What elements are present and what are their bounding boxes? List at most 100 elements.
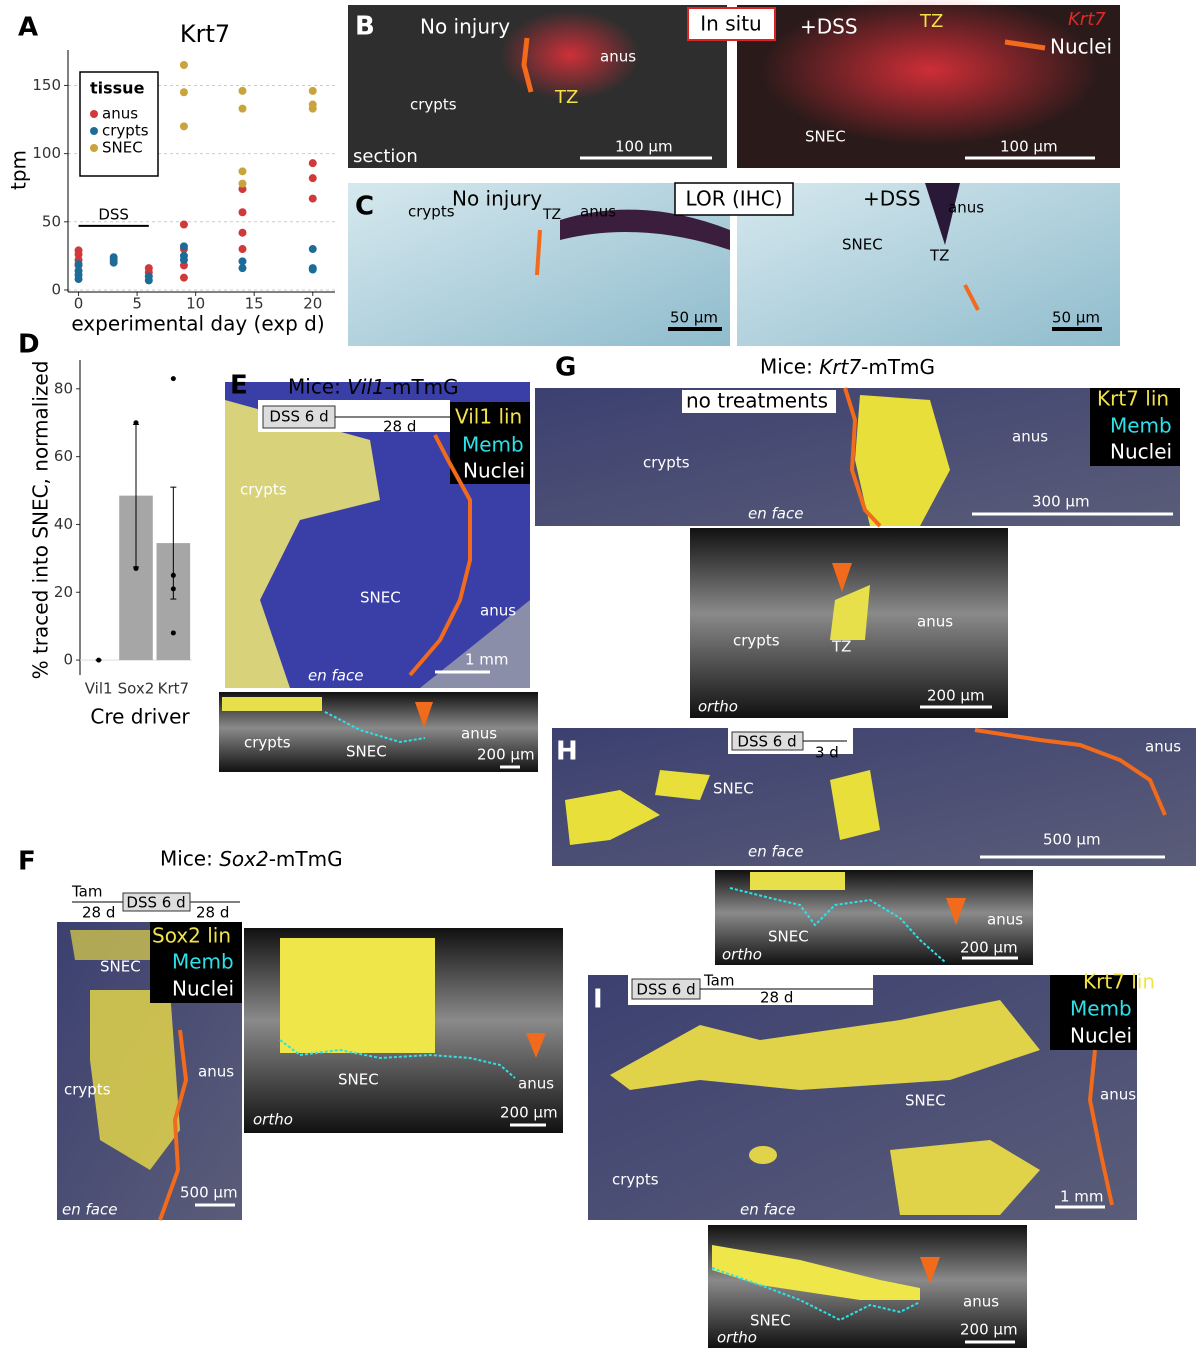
panel-text: anus [1012,428,1048,446]
x-tick-label: 20 [303,295,322,313]
chart-title: Krt7 [180,20,230,48]
point [171,573,176,578]
point [238,167,246,175]
panel-text: Memb [462,433,524,457]
panel-text: SNEC [842,236,883,254]
x-tick-label: 15 [245,295,264,313]
panel-text: E [230,371,248,401]
point [309,105,317,113]
x-tick-label: Krt7 [158,680,189,698]
panel-text: anus [917,613,953,631]
y-tick-label: 20 [54,583,73,601]
panel-text: anus [963,1293,999,1311]
panel-text: +DSS [863,187,921,211]
panel-text: Nuclei [1110,440,1172,464]
x-axis-label: Cre driver [90,705,190,729]
y-axis-label: % traced into SNEC, normalized [29,361,53,680]
x-tick-label: Sox2 [118,680,155,698]
panel-text: 50 µm [1052,309,1100,327]
panel-text: SNEC [338,1071,379,1089]
panel-text: DSS 6 d [737,733,796,751]
panel-text: SNEC [750,1312,791,1330]
panel-text: anus [461,725,497,743]
panel-text: crypts [733,632,780,650]
point [238,87,246,95]
panel-text: Memb [172,950,234,974]
text-part: Sox2 [219,847,269,871]
panel-text: anus [1100,1086,1136,1104]
panel-text: No injury [420,15,510,39]
panel-text: en face [740,1201,795,1219]
panel-text: Nuclei [463,459,525,483]
annotation: DSS [98,205,129,223]
panel-text: TZ [831,638,851,656]
legend-swatch [90,110,98,118]
panel-text: anus [948,199,984,217]
panel-text: DSS 6 d [636,981,695,999]
panel-text: SNEC [805,128,846,146]
panel-text: crypts [244,734,291,752]
point [171,586,176,591]
x-axis-label: experimental day (exp d) [71,312,324,336]
panel-text: anus [518,1075,554,1093]
text-part: Krt7 [819,355,861,379]
y-tick-label: 0 [63,651,73,669]
point [171,630,176,635]
panel-text: ortho [698,698,738,716]
panel-text: Krt7 lin [1097,387,1169,411]
panel-text: Nuclei [1070,1024,1132,1048]
panel-text: I [593,985,603,1015]
x-tick-label: 10 [186,295,205,313]
panel-text: 28 d [196,904,229,922]
point [180,242,188,250]
legend-swatch [90,127,98,135]
panel-text: SNEC [905,1092,946,1110]
point [238,257,246,265]
signal [749,1146,777,1164]
legend-label: crypts [102,122,149,140]
figure: ADBNo injuryanuscryptsTZsection100 µmIn … [0,0,1196,1349]
panel-text: crypts [64,1081,111,1099]
panel-text: Tam [71,883,102,901]
point [238,264,246,272]
point [238,105,246,113]
point [96,658,101,663]
text-part: -mTmG [269,847,343,871]
panel-text: crypts [240,481,287,499]
panel-text: 28 d [760,989,793,1007]
panel-text: 200 µm [477,746,535,764]
point [309,174,317,182]
panel-text: 200 µm [960,939,1018,957]
panel-text: Krt7 [1068,9,1106,30]
panel-text: crypts [410,96,457,114]
legend-title: tissue [90,79,145,98]
panel-text: en face [748,505,803,523]
panel-text: C [355,192,374,222]
panel-text: en face [308,667,363,685]
point [180,256,188,264]
y-tick-label: 40 [54,515,73,533]
point [238,208,246,216]
point [238,180,246,188]
text-part: -mTmG [861,355,935,379]
point [180,274,188,282]
y-tick-label: 60 [54,447,73,465]
panel-text: F [18,847,36,877]
panel-text: 200 µm [960,1321,1018,1339]
panel-text: 28 d [82,904,115,922]
point [110,259,118,267]
panel-text: TZ [542,207,561,223]
point [180,221,188,229]
point [309,245,317,253]
point [134,566,139,571]
point [75,275,83,283]
panel-text: Mice: Sox2-mTmG [160,847,343,871]
point [309,195,317,203]
panel-text: H [556,737,578,767]
point [238,229,246,237]
text-part: -mTmG [385,375,459,399]
panel-text: Sox2 lin [152,924,231,948]
legend-label: anus [102,105,138,123]
panel-text: Memb [1110,414,1172,438]
panel-text: ortho [717,1329,757,1347]
